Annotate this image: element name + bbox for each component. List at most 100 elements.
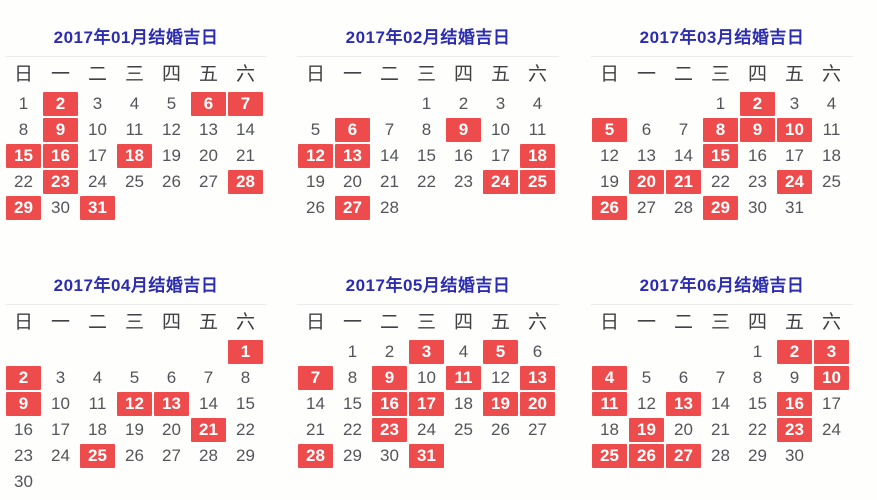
day-cell: 20 xyxy=(190,143,227,169)
weekday-label: 一 xyxy=(342,312,362,333)
day-number: 18 xyxy=(520,144,555,168)
day-number: 30 xyxy=(380,446,399,465)
day-number: 31 xyxy=(785,198,804,217)
day-number: 23 xyxy=(748,172,767,191)
auspicious-day-cell: 23 xyxy=(776,417,813,443)
calendar-2017-03: 2017年03月结婚吉日 日一二三四五六 1 2 3 4 5 6 7 8 9 10 11 12 13 14… xyxy=(591,26,853,221)
auspicious-day-cell: 6 xyxy=(190,91,227,117)
empty-cell xyxy=(702,339,739,365)
auspicious-day-cell: 11 xyxy=(591,391,628,417)
day-number: 26 xyxy=(306,198,325,217)
day-cell: 16 xyxy=(445,143,482,169)
day-number: 21 xyxy=(666,170,701,194)
day-cell: 8 xyxy=(5,117,42,143)
auspicious-day-cell: 23 xyxy=(42,169,79,195)
day-cell: 17 xyxy=(42,417,79,443)
auspicious-day-cell: 6 xyxy=(334,117,371,143)
calendar-2017-04: 2017年04月结婚吉日 日一二三四五六 1 2 3 4 5 6 7 8 9 10 11 12 13 14… xyxy=(5,274,267,495)
day-number: 31 xyxy=(80,196,115,220)
day-cell: 21 xyxy=(371,169,408,195)
auspicious-day-cell: 20 xyxy=(628,169,665,195)
day-number: 9 xyxy=(446,118,481,142)
day-number: 5 xyxy=(310,120,321,139)
day-number: 29 xyxy=(236,446,255,465)
day-number: 18 xyxy=(600,420,619,439)
auspicious-day-cell: 2 xyxy=(776,339,813,365)
empty-cell xyxy=(79,339,116,365)
day-number: 14 xyxy=(199,394,218,413)
weekday-label: 六 xyxy=(821,312,841,333)
day-cell: 2 xyxy=(445,91,482,117)
auspicious-day-cell: 24 xyxy=(776,169,813,195)
day-number: 16 xyxy=(748,146,767,165)
day-cell: 30 xyxy=(5,469,42,495)
day-number: 17 xyxy=(51,420,70,439)
day-number: 3 xyxy=(92,94,103,113)
day-cell: 18 xyxy=(591,417,628,443)
day-cell: 10 xyxy=(79,117,116,143)
day-number: 14 xyxy=(711,394,730,413)
auspicious-day-cell: 28 xyxy=(227,169,264,195)
day-number: 3 xyxy=(789,94,800,113)
weekday-label: 五 xyxy=(490,312,510,333)
day-number: 11 xyxy=(822,120,841,139)
auspicious-day-cell: 7 xyxy=(297,365,334,391)
day-cell: 28 xyxy=(190,443,227,469)
day-number: 29 xyxy=(6,196,41,220)
empty-cell xyxy=(297,91,334,117)
auspicious-day-cell: 31 xyxy=(79,195,116,221)
day-number: 2 xyxy=(777,340,812,364)
day-number: 5 xyxy=(641,368,652,387)
auspicious-day-cell: 2 xyxy=(42,91,79,117)
day-cell: 30 xyxy=(42,195,79,221)
day-number: 7 xyxy=(715,368,726,387)
calendar-2017-01: 2017年01月结婚吉日 日一二三四五六 1 2 3 4 5 6 7 8 9 10 11 12 13 14… xyxy=(5,26,267,221)
day-cell: 30 xyxy=(739,195,776,221)
day-number: 13 xyxy=(666,392,701,416)
day-cell: 19 xyxy=(591,169,628,195)
day-number: 27 xyxy=(666,444,701,468)
day-number: 26 xyxy=(592,196,627,220)
day-number: 28 xyxy=(298,444,333,468)
day-grid: 1 2 3 4 5 6 7 8 9 10 11 12 13 14 15 16 17 18 19 20 21 22 23 24 2… xyxy=(591,91,853,221)
weekday-label: 二 xyxy=(673,64,693,85)
day-number: 22 xyxy=(711,172,730,191)
day-number: 30 xyxy=(14,472,33,491)
weekday-label: 三 xyxy=(124,64,144,85)
day-number: 4 xyxy=(92,368,103,387)
day-number: 1 xyxy=(228,340,263,364)
empty-cell xyxy=(42,339,79,365)
day-cell: 21 xyxy=(702,417,739,443)
day-cell: 19 xyxy=(116,417,153,443)
auspicious-day-cell: 13 xyxy=(334,143,371,169)
day-number: 23 xyxy=(43,170,78,194)
calendar-2017-05: 2017年05月结婚吉日 日一二三四五六 1 2 3 4 5 6 7 8 9 10 11 12 13 14… xyxy=(297,274,559,469)
day-cell: 31 xyxy=(776,195,813,221)
day-cell: 26 xyxy=(297,195,334,221)
auspicious-day-cell: 25 xyxy=(519,169,556,195)
day-cell: 30 xyxy=(371,443,408,469)
day-number: 13 xyxy=(637,146,656,165)
day-cell: 27 xyxy=(190,169,227,195)
day-cell: 20 xyxy=(153,417,190,443)
day-number: 24 xyxy=(51,446,70,465)
day-number: 30 xyxy=(51,198,70,217)
day-cell: 4 xyxy=(116,91,153,117)
auspicious-day-cell: 26 xyxy=(591,195,628,221)
day-cell: 8 xyxy=(408,117,445,143)
day-cell: 1 xyxy=(408,91,445,117)
weekday-label: 三 xyxy=(416,64,436,85)
empty-cell xyxy=(628,339,665,365)
day-number: 21 xyxy=(191,418,226,442)
day-number: 11 xyxy=(528,120,547,139)
day-cell: 27 xyxy=(519,417,556,443)
day-cell: 17 xyxy=(776,143,813,169)
day-cell: 28 xyxy=(665,195,702,221)
day-number: 23 xyxy=(372,418,407,442)
day-number: 19 xyxy=(483,392,518,416)
day-number: 4 xyxy=(592,366,627,390)
day-cell: 15 xyxy=(227,391,264,417)
weekday-label: 四 xyxy=(453,64,473,85)
auspicious-day-cell: 25 xyxy=(591,443,628,469)
day-number: 30 xyxy=(785,446,804,465)
